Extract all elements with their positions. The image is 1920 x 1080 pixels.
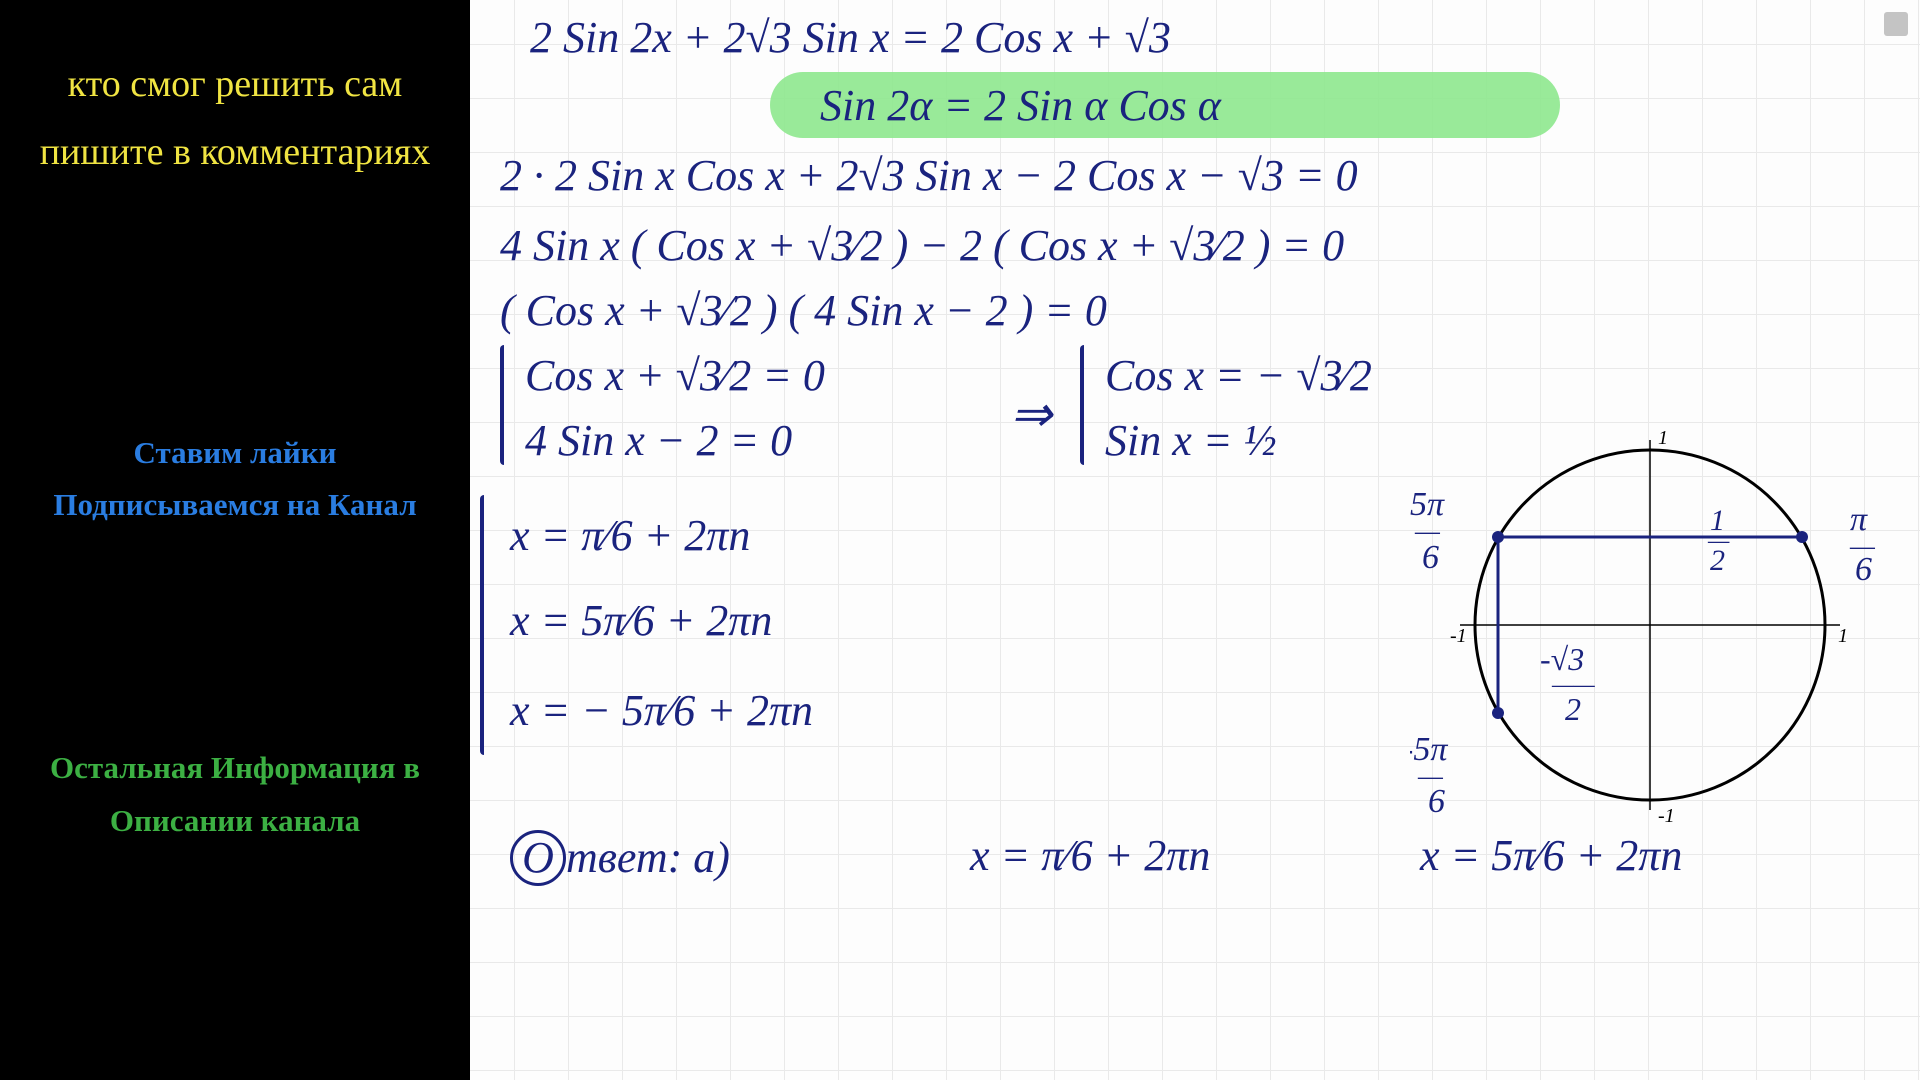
equation-line-4: 4 Sin x ( Cos x + √3⁄2 ) − 2 ( Cos x + √…: [500, 220, 1344, 271]
expand-icon[interactable]: [1884, 12, 1908, 36]
identity-line: Sin 2α = 2 Sin α Cos α: [820, 80, 1221, 131]
svg-text:1: 1: [1838, 625, 1848, 647]
unit-circle-diagram: 1 -1 1 -1 π — 6 5π — 6 -5π — 6 1 — 2 -√3…: [1410, 420, 1910, 840]
system-line-6a: Cos x + √3⁄2 = 0: [525, 350, 825, 401]
sidebar-blue-text: Ставим лайки Подписываемся на Канал: [20, 427, 450, 532]
equation-line-1: 2 Sin 2x + 2√3 Sin x = 2 Cos x + √3: [530, 12, 1171, 63]
answer-label-rest: твет: a): [566, 833, 730, 882]
svg-text:2: 2: [1565, 691, 1581, 727]
sidebar-green-text: Остальная Информация в Описании канала: [20, 742, 450, 847]
answer-1: x = π⁄6 + 2πn: [970, 830, 1210, 881]
answer-label: Ответ: a): [510, 830, 730, 886]
svg-text:6: 6: [1428, 783, 1445, 820]
implies-arrow: ⇒: [1010, 385, 1052, 443]
solution-line-10: x = − 5π⁄6 + 2πn: [510, 685, 813, 736]
svg-text:-1: -1: [1450, 625, 1467, 647]
system-line-7a: Cos x = − √3⁄2: [1105, 350, 1372, 401]
system-line-6b: 4 Sin x − 2 = 0: [525, 415, 792, 466]
solution-line-8: x = π⁄6 + 2πn: [510, 510, 750, 561]
system-bracket-left: [500, 345, 504, 465]
sidebar-yellow-text: кто смог решить сам пишите в комментария…: [20, 50, 450, 187]
equation-line-3: 2 · 2 Sin x Cos x + 2√3 Sin x − 2 Cos x …: [500, 150, 1358, 201]
svg-text:1: 1: [1658, 427, 1668, 449]
sidebar: кто смог решить сам пишите в комментария…: [0, 0, 470, 1080]
answer-letter-circled: О: [510, 830, 566, 886]
system-bracket-right: [1080, 345, 1084, 465]
svg-text:2: 2: [1710, 544, 1725, 577]
solution-line-9: x = 5π⁄6 + 2πn: [510, 595, 772, 646]
solutions-bracket: [480, 495, 484, 755]
svg-text:6: 6: [1855, 551, 1872, 588]
equation-line-5: ( Cos x + √3⁄2 ) ( 4 Sin x − 2 ) = 0: [500, 285, 1107, 336]
svg-text:6: 6: [1422, 539, 1439, 576]
whiteboard: 2 Sin 2x + 2√3 Sin x = 2 Cos x + √3 Sin …: [470, 0, 1920, 1080]
svg-text:-1: -1: [1658, 805, 1675, 827]
system-line-7b: Sin x = ½: [1105, 415, 1276, 466]
